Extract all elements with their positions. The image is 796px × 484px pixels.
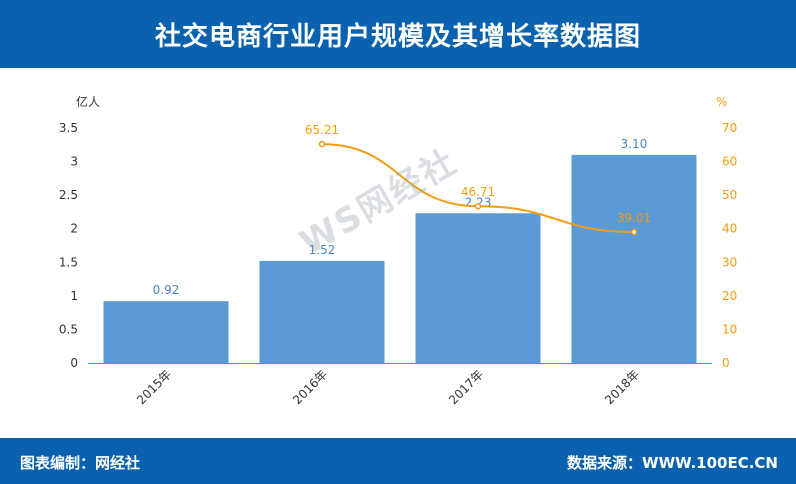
y-left-tick: 3.5 — [59, 121, 78, 135]
y-right-tick: 10 — [722, 322, 737, 336]
y-right-tick: 70 — [722, 121, 737, 135]
y-left-tick: 2 — [70, 222, 78, 236]
y-left-tick: 0 — [70, 356, 78, 370]
footer-credit: 图表编制：网经社 — [20, 454, 141, 472]
bar-data-label: 3.10 — [621, 137, 648, 151]
x-tick-label: 2016年 — [290, 367, 330, 407]
y-left-tick: 1 — [70, 289, 78, 303]
header-bar: 社交电商行业用户规模及其增长率数据图 — [0, 0, 796, 68]
footer-bar: 图表编制：网经社 数据来源：WWW.100EC.CN — [0, 438, 796, 484]
y-right-tick: 0 — [722, 356, 730, 370]
page-title: 社交电商行业用户规模及其增长率数据图 — [154, 21, 641, 52]
bar — [571, 154, 697, 363]
y-left-tick: 0.5 — [59, 322, 78, 336]
y-left-tick: 3 — [70, 155, 78, 169]
bar-data-label: 1.52 — [309, 243, 336, 257]
x-tick-label: 2018年 — [602, 367, 642, 407]
y-left-tick: 1.5 — [59, 255, 78, 269]
x-tick-label: 2015年 — [134, 367, 174, 407]
line-point — [630, 228, 638, 236]
bar-data-label: 0.92 — [153, 283, 180, 297]
y-right-tick: 50 — [722, 188, 737, 202]
line-point — [474, 202, 482, 210]
bar — [259, 260, 385, 363]
y-right-unit: % — [716, 95, 727, 109]
y-right-tick: 60 — [722, 155, 737, 169]
x-tick-label: 2017年 — [446, 367, 486, 407]
chart-area: 亿人% 0 0.5 1 1.5 2 2.5 3 3.5 0 10 20 30 40 50 60 70 0.92 1.… — [0, 68, 796, 438]
line-data-label: 65.21 — [305, 123, 339, 137]
bar — [103, 301, 229, 363]
bar — [415, 213, 541, 363]
footer-source: 数据来源：WWW.100EC.CN — [567, 454, 778, 472]
y-right-tick: 40 — [722, 222, 737, 236]
y-left-tick: 2.5 — [59, 188, 78, 202]
line-data-label: 39.01 — [617, 211, 651, 225]
chart-svg: 亿人 %00.511.522.533.50102030405060700.921.… — [59, 94, 737, 407]
line-point — [318, 140, 326, 148]
y-left-unit: 亿人 — [76, 94, 100, 109]
y-right-tick: 20 — [722, 289, 737, 303]
line-data-label: 46.71 — [461, 185, 495, 199]
y-right-tick: 30 — [722, 255, 737, 269]
